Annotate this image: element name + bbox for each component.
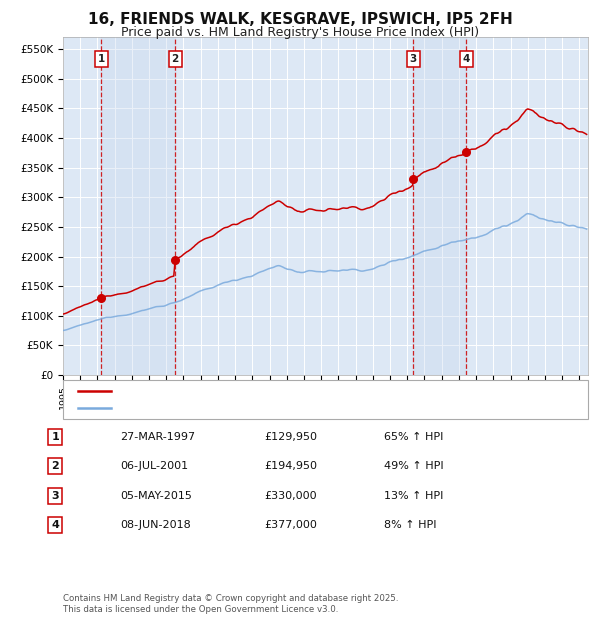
Text: 2: 2 xyxy=(172,54,179,64)
Text: 1: 1 xyxy=(52,432,59,442)
Text: 06-JUL-2001: 06-JUL-2001 xyxy=(120,461,188,471)
Text: HPI: Average price, detached house, East Suffolk: HPI: Average price, detached house, East… xyxy=(117,403,361,413)
Text: 08-JUN-2018: 08-JUN-2018 xyxy=(120,520,191,530)
Text: 4: 4 xyxy=(463,54,470,64)
Text: £194,950: £194,950 xyxy=(264,461,317,471)
Text: 1: 1 xyxy=(98,54,105,64)
Text: 3: 3 xyxy=(409,54,417,64)
Text: 16, FRIENDS WALK, KESGRAVE, IPSWICH, IP5 2FH: 16, FRIENDS WALK, KESGRAVE, IPSWICH, IP5… xyxy=(88,12,512,27)
Text: Contains HM Land Registry data © Crown copyright and database right 2025.
This d: Contains HM Land Registry data © Crown c… xyxy=(63,595,398,614)
Text: 49% ↑ HPI: 49% ↑ HPI xyxy=(384,461,443,471)
Text: 65% ↑ HPI: 65% ↑ HPI xyxy=(384,432,443,442)
Bar xyxy=(413,37,466,375)
Text: 3: 3 xyxy=(52,491,59,501)
Text: 2: 2 xyxy=(52,461,59,471)
Text: 13% ↑ HPI: 13% ↑ HPI xyxy=(384,491,443,501)
Text: 05-MAY-2015: 05-MAY-2015 xyxy=(120,491,192,501)
Text: 16, FRIENDS WALK, KESGRAVE, IPSWICH, IP5 2FH (detached house): 16, FRIENDS WALK, KESGRAVE, IPSWICH, IP5… xyxy=(117,386,453,396)
Text: 4: 4 xyxy=(51,520,59,530)
Text: £129,950: £129,950 xyxy=(264,432,317,442)
Text: £377,000: £377,000 xyxy=(264,520,317,530)
Text: Price paid vs. HM Land Registry's House Price Index (HPI): Price paid vs. HM Land Registry's House … xyxy=(121,26,479,39)
Text: £330,000: £330,000 xyxy=(264,491,317,501)
Text: 8% ↑ HPI: 8% ↑ HPI xyxy=(384,520,437,530)
Bar xyxy=(101,37,175,375)
Text: 27-MAR-1997: 27-MAR-1997 xyxy=(120,432,195,442)
